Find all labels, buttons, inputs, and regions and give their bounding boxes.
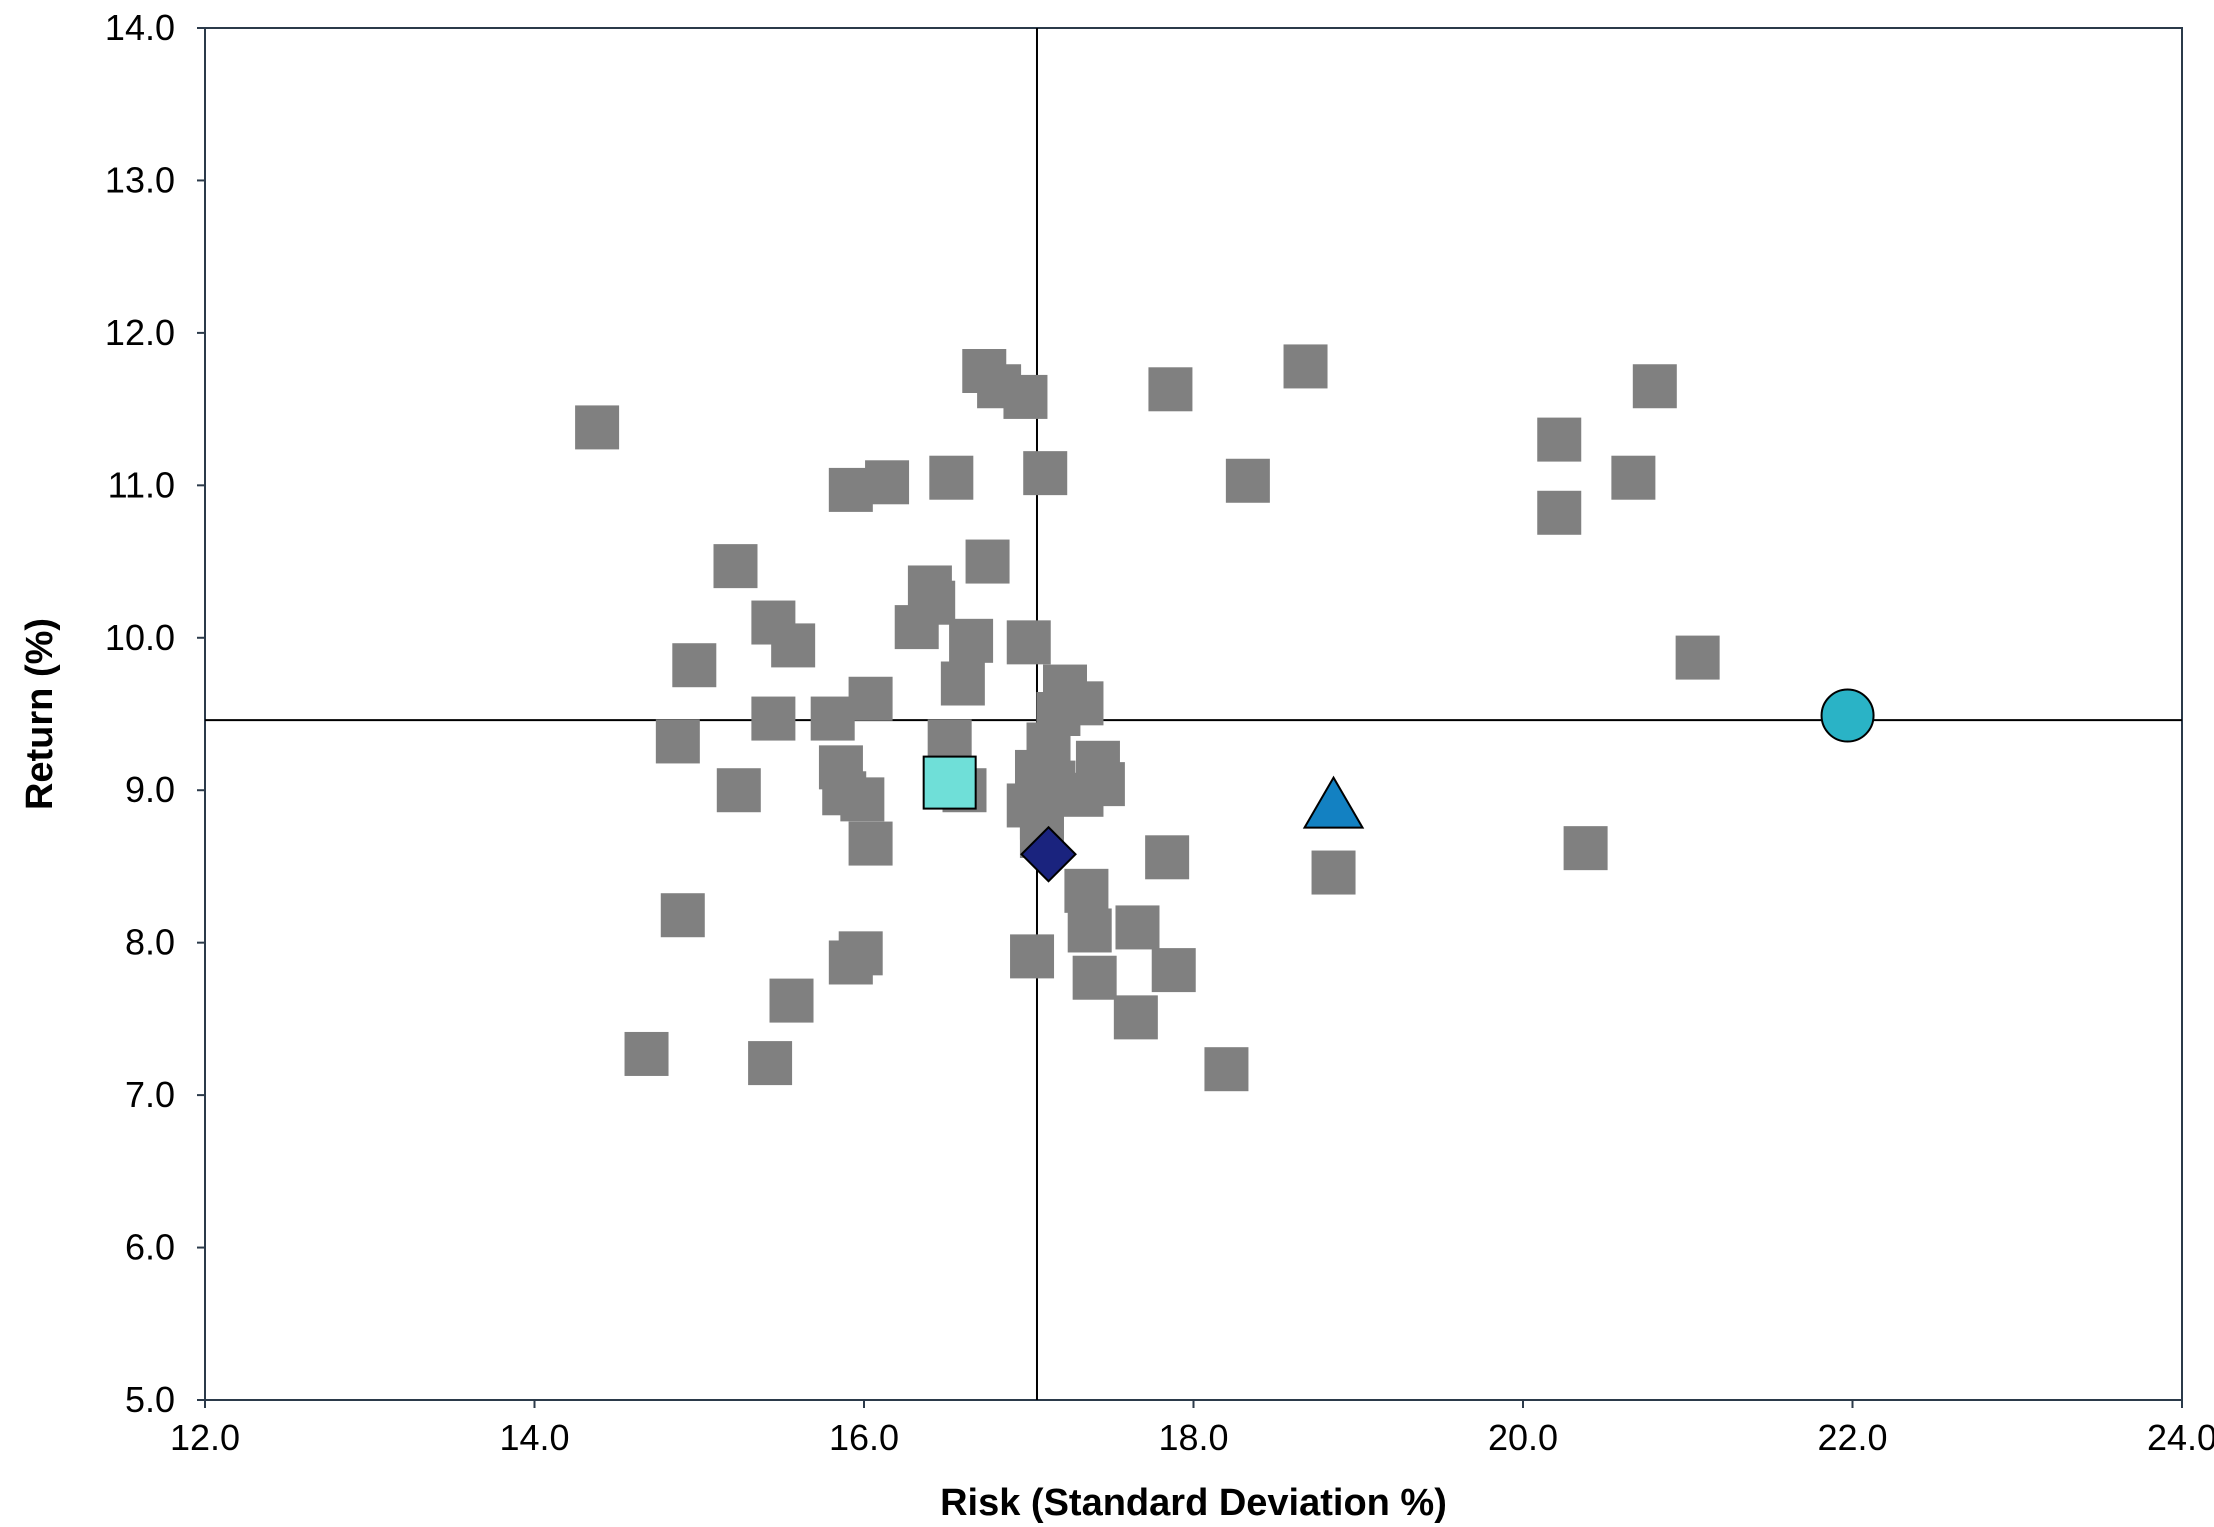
data-point-square xyxy=(1023,451,1068,496)
data-point-square xyxy=(672,643,717,688)
x-tick-label: 14.0 xyxy=(499,1417,569,1458)
data-point-square xyxy=(1611,455,1656,500)
data-point-square xyxy=(655,719,700,764)
y-tick-label: 6.0 xyxy=(125,1227,175,1268)
data-point-square xyxy=(865,460,910,505)
data-point-square xyxy=(1148,367,1193,412)
data-point-square xyxy=(1064,868,1109,913)
data-points xyxy=(575,344,1720,1092)
data-point-square xyxy=(575,405,620,450)
data-point-square xyxy=(1225,458,1270,503)
data-point-square xyxy=(1537,490,1582,535)
x-tick-label: 20.0 xyxy=(1488,1417,1558,1458)
data-point-square xyxy=(716,768,761,813)
data-point-square xyxy=(810,696,855,741)
data-point-square xyxy=(1059,681,1104,726)
data-point-square xyxy=(1204,1047,1249,1092)
data-point-square xyxy=(660,893,705,938)
data-point-square xyxy=(1115,905,1160,950)
data-point-square xyxy=(713,544,758,589)
data-point-circle xyxy=(1820,688,1875,743)
data-point-square xyxy=(748,1041,793,1086)
y-tick-label: 8.0 xyxy=(125,922,175,963)
x-tick-label: 24.0 xyxy=(2147,1417,2214,1458)
x-axis-title: Risk (Standard Deviation %) xyxy=(940,1482,1447,1524)
data-point-square xyxy=(1283,344,1328,389)
data-point-square xyxy=(1080,762,1125,807)
data-point-square xyxy=(1072,955,1117,1000)
data-point-square xyxy=(929,455,974,500)
data-point-square xyxy=(769,978,814,1023)
data-point-square xyxy=(1151,948,1196,993)
data-point-square xyxy=(1010,934,1055,979)
data-point-square xyxy=(1563,826,1608,871)
data-point-square xyxy=(751,696,796,741)
x-tick-label: 18.0 xyxy=(1158,1417,1228,1458)
x-tick-label: 12.0 xyxy=(170,1417,240,1458)
y-tick-label: 11.0 xyxy=(108,464,175,505)
data-point-square xyxy=(1003,374,1048,419)
data-point-square xyxy=(1006,620,1051,665)
y-tick-label: 13.0 xyxy=(105,159,175,200)
x-tick-label: 16.0 xyxy=(829,1417,899,1458)
data-point-square xyxy=(911,580,956,625)
data-point-square xyxy=(1113,995,1158,1040)
data-point-square xyxy=(1632,364,1677,409)
y-tick-label: 10.0 xyxy=(105,617,175,658)
x-axis-ticks: 12.0 14.0 16.0 18.0 20.0 22.0 24.0 xyxy=(170,1400,2214,1458)
data-point-triangle xyxy=(1302,775,1365,829)
data-point-square xyxy=(1145,835,1190,880)
data-point-square xyxy=(965,539,1010,584)
data-point-square xyxy=(838,931,883,976)
data-point-highlight-square xyxy=(922,755,977,810)
data-point-square xyxy=(1311,850,1356,895)
data-point-square xyxy=(848,676,893,721)
data-point-square xyxy=(848,821,893,866)
y-axis-title: Return (%) xyxy=(19,618,61,810)
data-point-square xyxy=(1537,417,1582,462)
data-point-diamond xyxy=(1020,825,1077,883)
y-tick-label: 7.0 xyxy=(125,1074,175,1115)
y-tick-label: 5.0 xyxy=(125,1379,175,1420)
data-point-square xyxy=(840,777,885,822)
y-tick-label: 12.0 xyxy=(105,312,175,353)
y-tick-label: 9.0 xyxy=(125,769,175,810)
data-point-square xyxy=(624,1031,669,1076)
y-tick-label: 14.0 xyxy=(105,7,175,48)
data-point-square xyxy=(1067,908,1112,953)
data-point-square xyxy=(1675,635,1720,680)
data-point-square xyxy=(771,623,816,668)
y-axis-ticks: 5.0 6.0 7.0 8.0 9.0 10.0 11.0 12.0 13.0 14.0 xyxy=(105,7,205,1420)
x-tick-label: 22.0 xyxy=(1817,1417,1887,1458)
data-point-square xyxy=(949,618,994,663)
data-point-square xyxy=(940,661,985,706)
